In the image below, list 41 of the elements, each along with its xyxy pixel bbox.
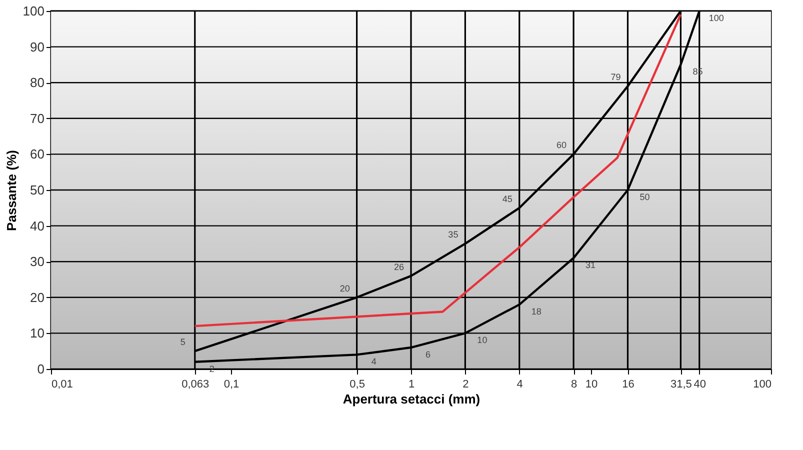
y-tick-label: 30 — [30, 254, 44, 270]
data-label: 100 — [708, 13, 724, 23]
y-axis-title: Passante (%) — [4, 150, 19, 231]
data-label: 35 — [448, 230, 458, 240]
x-tick-label: 4 — [516, 378, 523, 390]
y-tick-label: 10 — [30, 326, 44, 341]
y-tick-label: 50 — [30, 182, 44, 198]
x-tick-label: 10 — [585, 378, 598, 390]
x-tick-label: 16 — [622, 378, 634, 390]
data-label: 4 — [371, 356, 376, 367]
data-label: 10 — [477, 335, 488, 346]
y-tick-label: 70 — [30, 110, 44, 126]
data-label: 45 — [502, 194, 512, 204]
y-tick-label: 60 — [30, 146, 44, 162]
x-tick-label: 100 — [753, 378, 772, 390]
data-label: 5 — [180, 337, 186, 348]
x-tick-label: 31,5 — [670, 378, 692, 390]
y-tick-label: 100 — [22, 4, 44, 18]
data-label: 18 — [531, 306, 542, 317]
data-label: 20 — [340, 283, 350, 294]
x-tick-label: 40 — [694, 378, 706, 390]
y-tick-label: 20 — [30, 290, 44, 305]
x-axis-title: Apertura setacci (mm) — [342, 392, 480, 406]
data-label: 26 — [394, 262, 404, 272]
data-label: 60 — [556, 140, 567, 150]
x-tick-label: 8 — [570, 378, 578, 390]
data-label: 79 — [610, 72, 621, 82]
x-tick-label: 0,5 — [350, 378, 365, 390]
x-tick-label: 0,01 — [52, 378, 73, 390]
x-tick-label: 2 — [462, 378, 469, 390]
y-tick-label: 0 — [37, 362, 44, 376]
x-tick-label: 0,063 — [182, 378, 210, 390]
y-tick-label: 80 — [30, 75, 44, 90]
data-label: 6 — [425, 350, 431, 360]
data-label: 31 — [586, 260, 596, 270]
y-tick-label: 40 — [30, 218, 44, 234]
data-label: 2 — [209, 364, 214, 374]
x-tick-label: 0,1 — [224, 378, 240, 390]
y-tick-label: 90 — [30, 39, 44, 54]
data-label: 50 — [640, 192, 650, 202]
x-tick-label: 1 — [408, 378, 415, 390]
